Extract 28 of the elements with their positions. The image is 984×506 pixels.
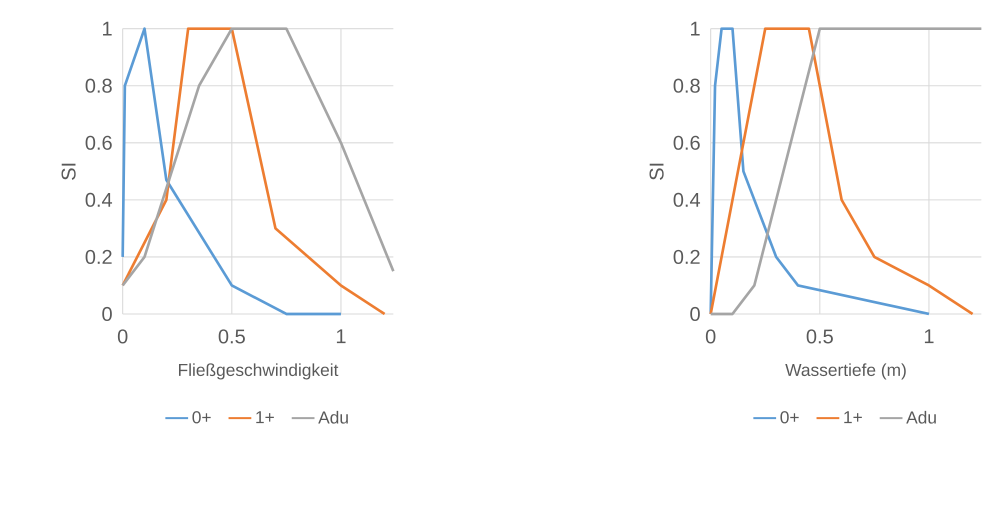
y-axis-title: SI <box>62 164 76 180</box>
y-tick-label: 1 <box>691 22 700 36</box>
x-tick-label: 0.5 <box>806 329 833 344</box>
x-axis-title: Wassertiefe (m) <box>785 363 906 380</box>
x-tick-label: 0 <box>706 329 716 344</box>
y-tick-label: 0.2 <box>674 250 700 264</box>
legend-label: 1+ <box>256 411 274 424</box>
y-tick-label: 0 <box>690 306 700 322</box>
y-tick-label: 0.4 <box>86 192 112 207</box>
x-tick-label: 1 <box>924 329 934 344</box>
y-tick-label: 1 <box>103 22 112 36</box>
y-tick-label: 0 <box>102 306 112 322</box>
legend-label: 1+ <box>844 411 862 424</box>
x-axis-title: Fließgeschwindigkeit <box>178 363 338 380</box>
x-tick-label: 0 <box>118 329 128 344</box>
y-axis-title: SI <box>650 164 664 180</box>
y-tick-label: 0.6 <box>674 136 700 150</box>
legend-label: Adu <box>906 410 936 424</box>
legend-label: Adu <box>318 410 348 424</box>
y-tick-label: 0.4 <box>674 192 700 207</box>
x-tick-label: 0.5 <box>218 329 245 344</box>
y-tick-label: 0.6 <box>86 136 112 150</box>
y-tick-label: 0.2 <box>86 250 112 264</box>
y-tick-label: 0.8 <box>674 78 700 93</box>
legend-label: 0+ <box>780 411 799 424</box>
legend-label: 0+ <box>192 411 211 424</box>
x-tick-label: 1 <box>336 329 346 344</box>
y-tick-label: 0.8 <box>86 78 112 93</box>
